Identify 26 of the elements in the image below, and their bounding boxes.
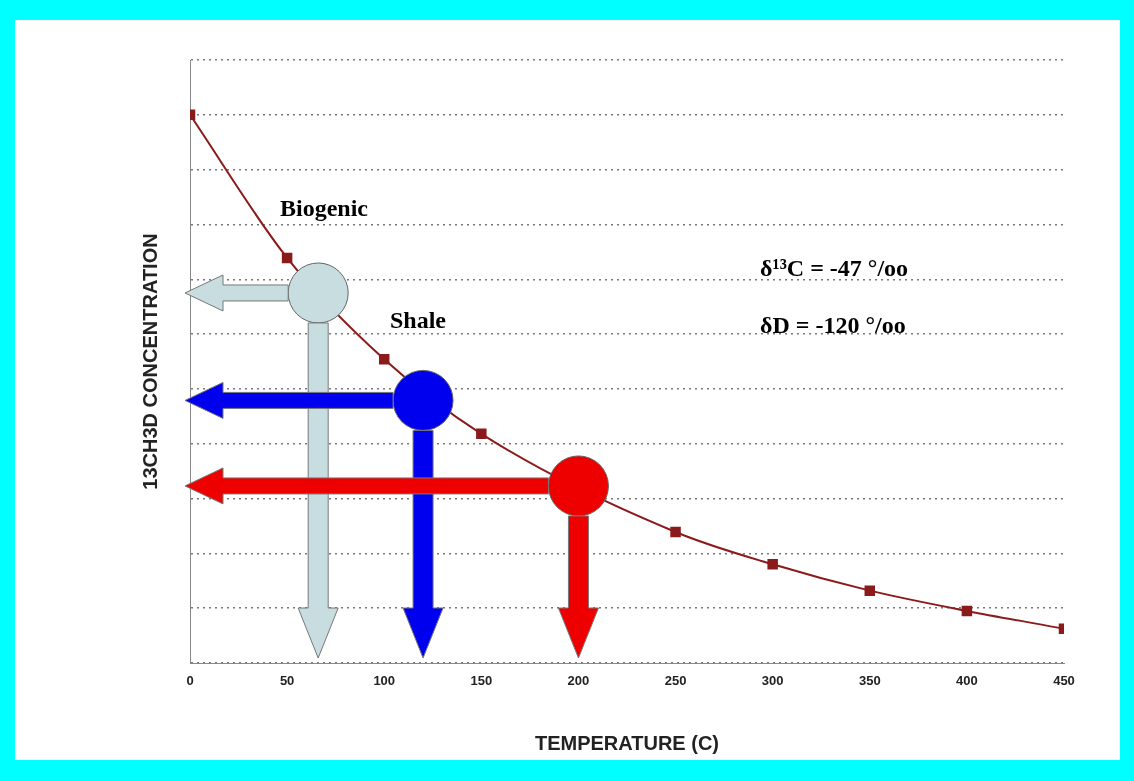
point xyxy=(547,455,609,517)
x-tick-label: 150 xyxy=(470,673,493,689)
x-axis-title: TEMPERATURE (C) xyxy=(534,731,720,754)
x-tick-label: 100 xyxy=(373,673,396,689)
point xyxy=(670,526,681,538)
x-tick-label: 200 xyxy=(567,673,590,689)
x-tick-label: 0 xyxy=(186,673,194,689)
x-tick-label: 400 xyxy=(956,673,978,689)
x-tick-label: 450 xyxy=(1053,673,1075,689)
point xyxy=(864,585,876,596)
point xyxy=(392,369,454,431)
annotation: δ¹³C = -47 °/oo xyxy=(760,255,909,282)
x-tick-label: 50 xyxy=(279,673,295,689)
point xyxy=(767,559,778,570)
annotation: Biogenic xyxy=(280,195,369,222)
annotation: Shale xyxy=(390,307,447,334)
annotation: δD = -120 °/oo xyxy=(760,312,906,339)
x-tick-label: 350 xyxy=(858,673,881,689)
y-axis-title: 13CH3D CONCENTRATION xyxy=(138,233,161,490)
point xyxy=(378,354,390,365)
point xyxy=(961,605,973,617)
x-tick-label: 300 xyxy=(761,673,784,689)
point xyxy=(281,252,293,264)
x-tick-label: 250 xyxy=(664,673,687,689)
point xyxy=(476,428,487,440)
point xyxy=(287,262,349,324)
